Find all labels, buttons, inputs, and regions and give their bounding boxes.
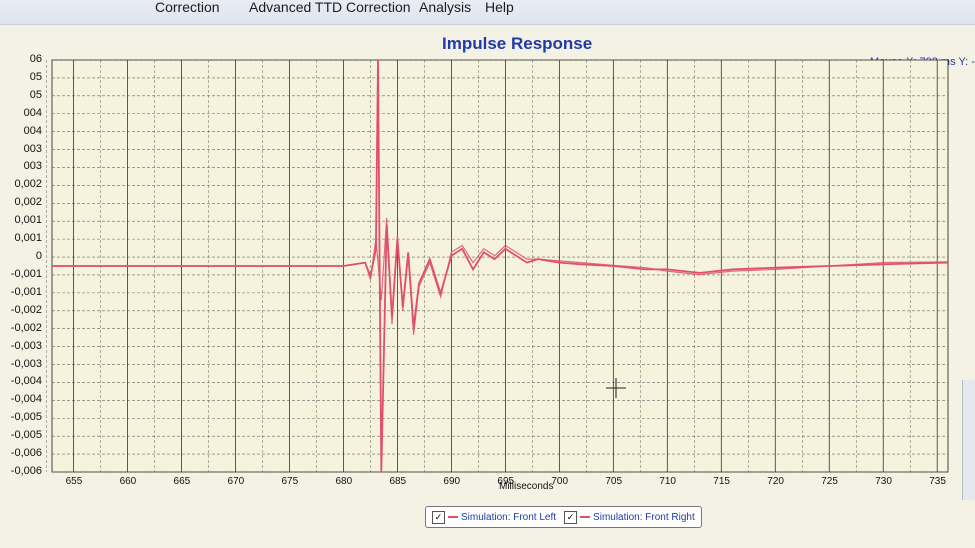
x-axis-label: Milliseconds [499,481,554,492]
y-tick-label: 004 [23,124,42,137]
x-tick-label: 715 [713,476,730,487]
x-tick-label: 700 [551,476,569,487]
crosshair-cursor-icon [606,378,626,398]
x-tick-label: 710 [659,476,676,487]
menu-item-correction[interactable]: Correction [155,0,220,15]
series-swatch [448,516,458,518]
y-tick-label: 0,001 [14,232,42,245]
y-tick-label: 0,001 [14,214,42,227]
x-tick-label: 705 [605,476,623,487]
y-tick-label: 0,002 [14,196,42,209]
chart-legend: ✓ Simulation: Front Left ✓ Simulation: F… [425,506,702,528]
x-tick-label: 655 [65,476,83,487]
y-tick-label: -0,003 [10,339,42,352]
series-line-front-right [52,217,949,335]
y-tick-label: 05 [29,70,42,83]
y-tick-label: -0,001 [10,267,42,280]
y-tick-label: -0,002 [10,321,42,334]
y-tick-label: 06 [29,53,42,65]
chart-title: Impulse Response [442,34,593,53]
y-tick-label: -0,006 [10,465,42,477]
y-tick-label: 0,002 [14,178,42,191]
checkbox-checked-icon[interactable]: ✓ [432,510,445,524]
x-tick-label: 725 [821,476,838,487]
series-swatch [580,516,591,518]
menu-item-help[interactable]: Help [485,0,514,15]
menu-item-analysis[interactable]: Analysis [419,0,472,15]
y-tick-label: -0,003 [10,357,42,370]
x-tick-label: 695 [497,476,515,487]
x-tick-label: 730 [875,476,892,487]
x-tick-label: 675 [281,476,299,487]
y-tick-label: -0,001 [10,285,42,298]
x-tick-label: 660 [119,476,137,487]
y-tick-label: 05 [29,88,42,101]
y-tick-label: 003 [23,160,42,173]
y-tick-label: -0,006 [10,447,42,460]
y-tick-label: 003 [23,142,42,155]
x-tick-label: 680 [335,476,353,487]
x-tick-label: 685 [389,476,407,487]
y-tick-label: -0,002 [10,303,42,316]
y-tick-label: -0,005 [10,411,42,424]
x-tick-label: 665 [173,476,191,487]
legend-entry-front-right[interactable]: ✓ Simulation: Front Right [564,510,695,524]
menu-bar: Correction Advanced TTD Correction Analy… [0,0,975,25]
x-tick-label: 690 [443,476,461,487]
vertical-scrollbar[interactable] [962,380,975,500]
y-tick-label: 0 [35,250,42,263]
y-tick-label: -0,004 [10,375,42,388]
y-tick-label: -0,004 [10,393,42,406]
legend-label: Simulation: Front Right [593,511,695,523]
y-tick-label: -0,005 [10,429,42,442]
y-tick-label: 004 [23,106,42,119]
x-tick-label: 735 [929,476,946,487]
legend-entry-front-left[interactable]: ✓ Simulation: Front Left [432,510,557,524]
series-line-front-left [52,59,949,473]
legend-label: Simulation: Front Left [461,511,557,523]
menu-item-advanced-ttd-correction[interactable]: Advanced TTD Correction [249,0,411,15]
x-tick-label: 720 [767,476,784,487]
x-tick-label: 670 [227,476,245,487]
checkbox-checked-icon[interactable]: ✓ [564,510,578,524]
